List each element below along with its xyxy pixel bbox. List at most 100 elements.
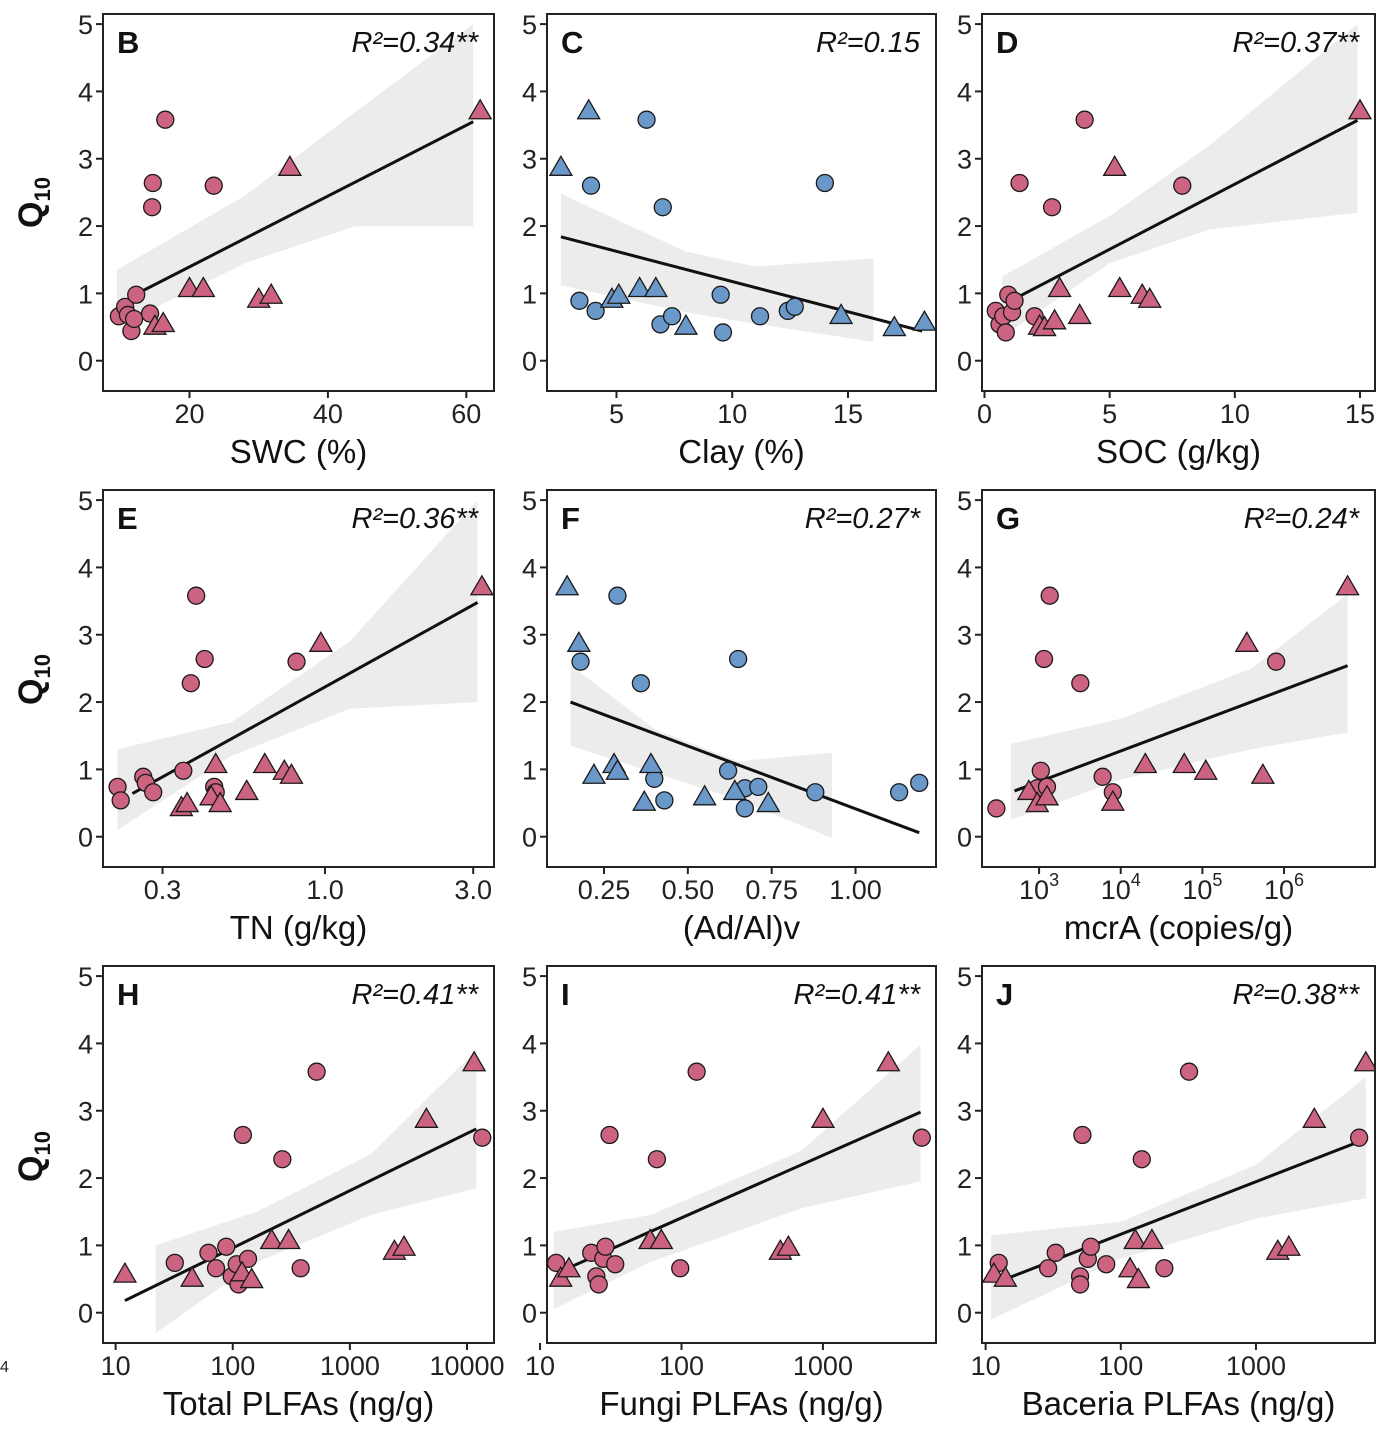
x-tick-label: 1.00 [829, 875, 882, 905]
x-tick-base: 10 [1019, 875, 1049, 905]
data-point-triangle [1133, 752, 1158, 774]
y-tick-label: 5 [522, 486, 537, 516]
data-point-circle [1173, 176, 1192, 195]
x-tick-label: 40 [313, 399, 343, 429]
data-point-triangle [722, 779, 747, 801]
panel-frame [981, 13, 1376, 392]
confidence-ribbon [991, 1077, 1366, 1320]
regression-line [136, 120, 474, 295]
panel-b: 0 1 2 3 4 5 20 40 60 SWC (%) B R²=0.34** [78, 10, 495, 470]
x-tick-label: 5 [609, 399, 624, 429]
x-tick-base: 10 [1182, 875, 1212, 905]
confidence-ribbon [155, 1050, 477, 1333]
y-tick-label: 2 [78, 688, 93, 718]
data-point-circle [806, 783, 825, 802]
data-point-circle [1093, 767, 1112, 786]
data-point-circle [1038, 1259, 1058, 1278]
data-point-triangle [308, 631, 333, 652]
x-axis-title: SWC (%) [230, 433, 367, 470]
regression-line [557, 1110, 922, 1274]
y-tick-label: 3 [522, 1097, 537, 1127]
y-tick-label: 5 [957, 10, 972, 40]
y-tick-label: 5 [78, 486, 93, 516]
data-point-triangle [548, 155, 574, 176]
data-point-circle [912, 1128, 931, 1147]
y-tick-label: 4 [522, 77, 537, 107]
y-tick-label: 3 [78, 621, 93, 651]
x-axis-title: Fungi PLFAs (ng/g) [599, 1385, 883, 1422]
data-point-triangle [469, 574, 494, 596]
data-point-circle [217, 1237, 236, 1256]
data-point-triangle [810, 1107, 836, 1128]
data-point-triangle [1276, 1234, 1301, 1256]
y-tick-label: 0 [957, 823, 972, 853]
data-point-circle [687, 1062, 706, 1081]
panel-frame [546, 13, 937, 392]
y-tick-label: 5 [78, 10, 93, 40]
y-tick-label: 2 [957, 212, 972, 242]
r-squared-label: R²=0.41** [793, 979, 921, 1011]
data-point-triangle [1123, 1228, 1148, 1250]
y-tick-label: 1 [78, 755, 93, 785]
data-point-circle [187, 586, 206, 605]
data-point-triangle [566, 631, 591, 652]
panel-letter: E [117, 501, 138, 536]
y-tick-label: 2 [78, 212, 93, 242]
y-tick-label: 5 [957, 962, 972, 992]
x-tick-base: 10 [1264, 875, 1294, 905]
data-point-circle [1349, 1128, 1369, 1147]
x-tick-label: 100 [210, 1351, 255, 1381]
data-point-triangle [1353, 1050, 1375, 1072]
r-squared-label: R²=0.41** [351, 979, 479, 1011]
data-point-triangle [151, 311, 176, 333]
data-point-triangle [876, 1050, 901, 1072]
data-point-circle [571, 652, 590, 671]
y-tick-label: 3 [522, 145, 537, 175]
y-tick-label: 0 [522, 823, 537, 853]
data-point-triangle [1250, 762, 1275, 784]
y-tick-label: 5 [522, 962, 537, 992]
data-point-circle [307, 1062, 326, 1081]
panel-letter: C [561, 25, 583, 60]
y-tick-label: 3 [78, 1097, 93, 1127]
y-tick-label: 3 [957, 1097, 972, 1127]
y-tick-label: 2 [522, 212, 537, 242]
data-point-circle [111, 791, 130, 810]
data-point-circle [233, 1125, 253, 1145]
x-tick-label: 0.75 [745, 875, 798, 905]
data-point-triangle [1042, 308, 1067, 330]
data-point-triangle [461, 1050, 487, 1072]
data-point-triangle [1100, 789, 1125, 811]
y-axis-title-q: Q [12, 1156, 50, 1182]
y-tick-label: 3 [957, 621, 972, 651]
data-point-triangle [756, 791, 781, 813]
panel-e: 0 1 2 3 4 5 0.3 1.0 3.0 TN (g/kg) E R²=0.36** [78, 486, 495, 946]
y-tick-label: 0 [957, 347, 972, 377]
data-point-circle [174, 761, 193, 780]
data-point-circle [273, 1150, 292, 1169]
x-tick-label: 0 [977, 399, 992, 429]
data-point-circle [1070, 1275, 1090, 1294]
data-point-circle [165, 1253, 184, 1273]
regression-line [1013, 119, 1359, 301]
data-point-triangle [1172, 752, 1197, 774]
data-point-circle [1005, 291, 1024, 310]
panel-plot-area [548, 98, 936, 342]
data-point-triangle [1117, 1256, 1143, 1278]
data-point-circle [127, 285, 146, 304]
panel-plot-area [982, 1050, 1375, 1320]
y-tick-label: 5 [957, 486, 972, 516]
x-tick-label: 10 [525, 1351, 555, 1381]
data-point-circle [987, 799, 1006, 818]
data-point-circle [728, 649, 748, 669]
x-tick-exponent: 5 [1212, 870, 1222, 890]
panel-frame [546, 489, 937, 868]
data-point-triangle [1067, 303, 1092, 325]
data-point-circle [750, 307, 770, 326]
data-point-circle [600, 1125, 619, 1145]
data-point-triangle [627, 276, 652, 298]
x-axis-title: TN (g/kg) [230, 909, 368, 946]
y-axis-title-row-1: Q10 [12, 177, 55, 228]
data-point-circle [570, 291, 589, 310]
